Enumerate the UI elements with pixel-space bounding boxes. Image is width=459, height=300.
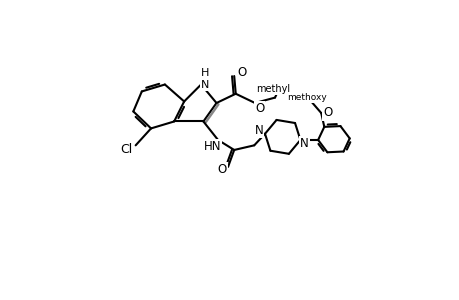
Text: N: N — [299, 137, 308, 150]
Text: O: O — [323, 106, 332, 119]
Text: HN: HN — [203, 140, 221, 153]
Text: N: N — [254, 124, 263, 137]
Text: O: O — [217, 164, 226, 176]
Text: Cl: Cl — [120, 143, 132, 157]
Text: methyl: methyl — [256, 84, 290, 94]
Text: O: O — [254, 102, 263, 115]
Text: H
N: H N — [201, 68, 209, 90]
Text: methoxy: methoxy — [286, 93, 326, 102]
Text: O: O — [237, 67, 246, 80]
